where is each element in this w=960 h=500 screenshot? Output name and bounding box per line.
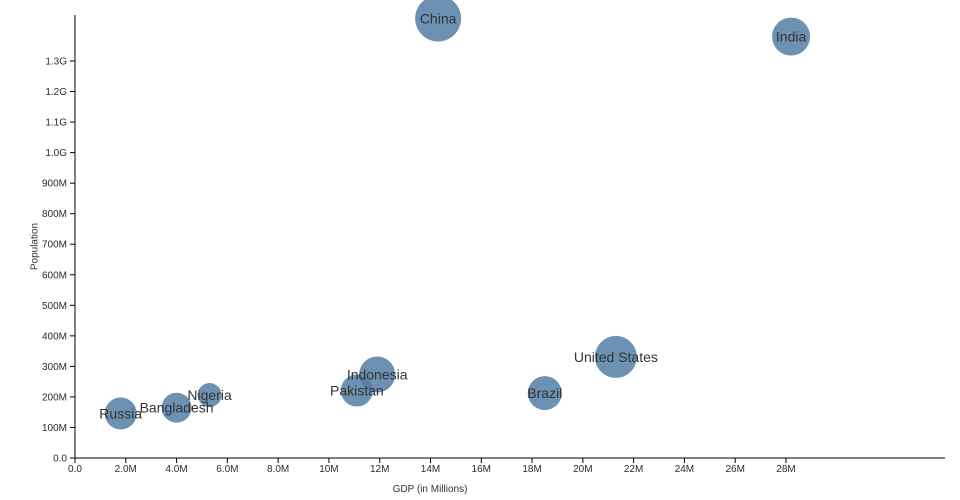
y-tick-label: 100M <box>42 423 67 434</box>
bubble-pakistan[interactable] <box>340 374 373 407</box>
y-tick-label: 0.0 <box>53 454 67 465</box>
bubble-brazil[interactable] <box>527 376 562 411</box>
x-tick-label: 12M <box>370 464 389 475</box>
bubble-label-china: China <box>420 10 457 26</box>
x-tick-label: 18M <box>522 464 541 475</box>
x-tick-label: 20M <box>573 464 592 475</box>
y-tick-label: 200M <box>42 392 67 403</box>
x-tick-label: 16M <box>472 464 491 475</box>
bubble-label-india: India <box>776 29 807 45</box>
bubble-label-brazil: Brazil <box>527 385 562 401</box>
y-tick-label: 1.3G <box>45 57 67 68</box>
bubble-label-indonesia: Indonesia <box>347 366 408 382</box>
x-tick-label: 0.0 <box>68 464 82 475</box>
x-tick-label: 14M <box>421 464 440 475</box>
y-tick-label: 600M <box>42 270 67 281</box>
bubble-india[interactable] <box>772 17 811 56</box>
bubble-united-states[interactable] <box>594 335 637 378</box>
y-tick-label: 900M <box>42 179 67 190</box>
y-tick-label: 800M <box>42 209 67 220</box>
x-tick-label: 2.0M <box>115 464 137 475</box>
x-axis-title: GDP (in Millions) <box>392 484 468 495</box>
y-tick-label: 1.2G <box>45 87 67 98</box>
y-tick-label: 500M <box>42 301 67 312</box>
bubble-label-nigeria: Nigeria <box>187 387 232 403</box>
x-tick-label: 10M <box>319 464 338 475</box>
bubble-china[interactable] <box>415 0 462 42</box>
bubble-label-bangladesh: Bangladesh <box>140 400 214 416</box>
x-tick-label: 26M <box>725 464 744 475</box>
bubble-russia[interactable] <box>104 397 137 430</box>
x-tick-label: 22M <box>624 464 643 475</box>
y-axis-title: Population <box>29 222 41 271</box>
x-tick-label: 24M <box>675 464 694 475</box>
bubble-nigeria[interactable] <box>197 383 222 408</box>
bubble-bangladesh[interactable] <box>161 392 192 423</box>
y-tick-label: 1.0G <box>45 148 67 159</box>
x-tick-label: 4.0M <box>165 464 187 475</box>
bubble-label-united-states: United States <box>574 349 658 365</box>
x-tick-label: 6.0M <box>216 464 238 475</box>
y-tick-label: 300M <box>42 362 67 373</box>
bubble-label-pakistan: Pakistan <box>330 383 384 399</box>
bubble-label-russia: Russia <box>99 405 142 421</box>
y-tick-label: 700M <box>42 240 67 251</box>
x-tick-label: 8.0M <box>267 464 289 475</box>
x-tick-label: 28M <box>776 464 795 475</box>
y-tick-label: 400M <box>42 331 67 342</box>
y-tick-label: 1.1G <box>45 118 67 129</box>
